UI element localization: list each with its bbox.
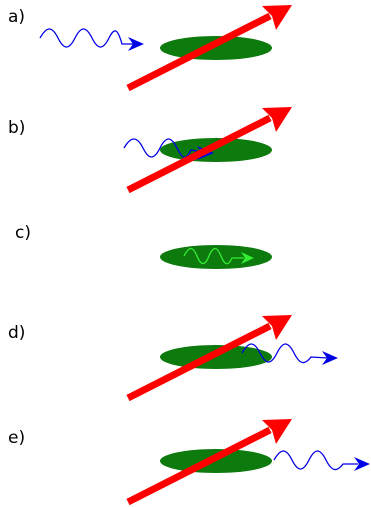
emitted-wave	[273, 450, 358, 471]
panel-c: c)	[15, 223, 272, 269]
panel-d: d)	[8, 315, 338, 402]
red-arrow	[126, 315, 292, 402]
wave-arrowhead	[322, 351, 338, 365]
panel-e: e)	[8, 419, 370, 506]
inner-wave-arrowhead	[241, 252, 254, 264]
red-arrow	[126, 107, 292, 194]
emitted-wave	[241, 343, 329, 364]
incoming-wave	[39, 28, 140, 48]
panel-label-a: a)	[8, 7, 25, 27]
panel-label-d: d)	[8, 323, 25, 343]
red-arrow	[126, 419, 292, 506]
green-disk	[160, 245, 272, 269]
red-arrow	[126, 5, 292, 92]
panel-a: a)	[8, 5, 292, 92]
panel-label-c: c)	[15, 223, 31, 243]
wave-arrowhead	[354, 457, 370, 471]
wave-arrowhead	[128, 37, 144, 51]
absorbed-wave	[123, 138, 203, 158]
inner-wave	[183, 247, 244, 265]
panel-label-e: e)	[8, 428, 25, 448]
panel-label-b: b)	[8, 118, 25, 138]
panel-b: b)	[8, 107, 292, 194]
